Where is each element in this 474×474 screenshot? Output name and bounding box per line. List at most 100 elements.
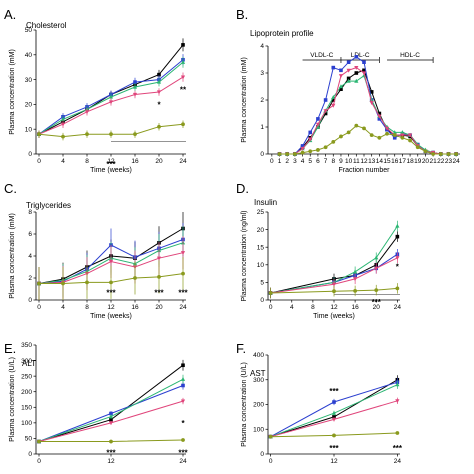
panel-2-series-5-point xyxy=(415,145,420,150)
panel-5-series-3-point xyxy=(108,414,114,419)
panel-4-y-tick-label: 15 xyxy=(257,244,265,251)
panel-2-series-3-point xyxy=(369,97,374,102)
panel-2-series-4-point xyxy=(369,101,374,105)
panel-5-series-1-line xyxy=(38,364,184,442)
panel-2-x-tick-label: 17 xyxy=(399,158,407,165)
panel-2-series-5-point xyxy=(423,149,428,154)
panel-2-x-tick-label: 21 xyxy=(430,158,438,165)
panel-3-x-tick-label: 24 xyxy=(179,304,187,311)
panel-1-series-4-point xyxy=(180,75,186,80)
panel-3-series-5-point xyxy=(181,271,185,276)
panel-2-series-5-point xyxy=(331,139,336,144)
panel-2-series-5-point xyxy=(454,152,459,156)
panel-2-y-tick-label: 4 xyxy=(260,43,264,50)
panel-3-x-tick-label: 12 xyxy=(107,304,115,311)
panel-2-series-4-point xyxy=(338,74,344,78)
panel-1-x-tick-label: 12 xyxy=(107,158,115,165)
panel-3-x-tick-label: 0 xyxy=(37,304,41,311)
panel-2-x-axis-label: Fraction number xyxy=(339,167,391,174)
panel-2-x-tick-label: 9 xyxy=(339,158,343,165)
panel-2-y-tick-label: 3 xyxy=(260,70,264,77)
panel-5-significance-label: *** xyxy=(106,448,116,457)
panel-2-series-5-point xyxy=(354,123,359,128)
panel-2-x-tick-label: 5 xyxy=(308,158,312,165)
panel-3-y-tick-label: 4 xyxy=(28,253,32,260)
panel-4-y-tick-label: 20 xyxy=(257,227,265,234)
panel-4-x-tick-label: 12 xyxy=(330,304,338,311)
panel-5-letter: E. xyxy=(4,341,16,356)
panel-1-series-4-line xyxy=(38,76,184,135)
panel-5-y-axis-label: Plasma concentration (U/L) xyxy=(9,357,16,442)
panel-1-series-5-point xyxy=(157,124,161,129)
panel-2-series-5-point xyxy=(438,152,443,156)
panel-1-series-2-point xyxy=(133,80,137,84)
panel-1-series-4-point xyxy=(108,100,114,105)
panel-2-x-tick-label: 13 xyxy=(368,158,376,165)
panel-6-y-tick-label: 200 xyxy=(253,402,264,409)
panel-4-letter: D. xyxy=(236,181,249,196)
panel-4-x-tick-label: 4 xyxy=(290,304,294,311)
panel-1-title: Cholesterol xyxy=(26,21,67,30)
panel-2-series-4-point xyxy=(346,68,351,73)
panel-2-region-label: LDL-C xyxy=(351,52,370,59)
panel-1-series-5-point xyxy=(85,132,89,137)
panel-2-series-4-point xyxy=(331,103,336,108)
panel-2-series-5-point xyxy=(400,135,405,140)
panel-2-series-4-point xyxy=(384,126,390,131)
panel-4-series-5-point xyxy=(268,291,273,295)
panel-3-series-5-point xyxy=(157,275,161,279)
panel-2-x-tick-label: 10 xyxy=(345,158,353,165)
panel-6-significance-label: *** xyxy=(329,444,339,453)
panel-1-y-axis-label: Plasma concentration (mM) xyxy=(9,49,16,135)
panel-4-y-tick-label: 5 xyxy=(260,280,264,287)
panel-4-x-tick-label: 8 xyxy=(311,304,315,311)
panel-6-series-5-point xyxy=(268,434,273,439)
panel-4-series-5-point xyxy=(332,289,336,294)
panel-2-region-label: HDL-C xyxy=(400,52,420,59)
panel-3-series-4-point xyxy=(156,256,162,261)
panel-1-x-tick-label: 8 xyxy=(85,158,89,165)
panel-2-series-2-point xyxy=(377,117,382,121)
panel-6-title: AST xyxy=(250,369,266,378)
panel-4-x-tick-label: 24 xyxy=(394,304,402,311)
panel-2-series-4-point xyxy=(315,122,321,127)
panel-4-y-tick-label: 10 xyxy=(257,262,265,269)
panel-2-series-2-point xyxy=(346,60,351,64)
panel-1-series-5-point xyxy=(133,132,137,137)
panel-5-y-tick-label: 0 xyxy=(28,451,32,458)
panel-2-x-tick-label: 22 xyxy=(437,158,445,165)
panel-5-series-4-point xyxy=(108,421,114,426)
panel-2-series-2-point xyxy=(316,117,320,121)
panel-4-series-3-point xyxy=(353,269,358,274)
panel-3-significance-label: *** xyxy=(178,288,188,297)
panel-4-series-5-point xyxy=(353,288,358,293)
panel-2-series-5-point xyxy=(285,152,290,156)
panel-1-x-axis-label: Time (weeks) xyxy=(90,167,132,174)
panel-2-series-3-point xyxy=(331,95,336,99)
panel-2-series-2-point xyxy=(323,98,328,102)
panel-2-x-tick-label: 20 xyxy=(422,158,430,165)
panel-1-series-4-point xyxy=(132,92,138,97)
panel-3-series-5-point xyxy=(37,281,41,286)
panel-6-series-1-point xyxy=(332,415,336,419)
panel-2-series-1-point xyxy=(339,87,343,91)
panel-5-x-tick-label: 24 xyxy=(179,458,187,465)
panel-6-significance-label: *** xyxy=(329,387,339,396)
panel-1-x-tick-label: 4 xyxy=(61,158,65,165)
panel-5-y-tick-label: 150 xyxy=(21,404,32,411)
panel-3-letter: C. xyxy=(4,181,17,196)
panel-2-series-4-point xyxy=(400,133,405,138)
panel-4-series-3-point xyxy=(395,223,400,228)
panel-2-series-4-point xyxy=(377,114,382,119)
panel-3-title: Triglycerides xyxy=(26,201,71,210)
panel-1-series-5-point xyxy=(61,134,65,139)
panel-4-significance-label: * xyxy=(396,263,400,272)
panel-2-series-2-line xyxy=(279,56,457,155)
panel-1-significance-label: ** xyxy=(180,86,187,95)
panel-2-series-4-point xyxy=(300,147,305,151)
panel-2-x-tick-label: 16 xyxy=(391,158,399,165)
panel-5-significance-label: * xyxy=(181,419,185,428)
panel-1-series-3-point xyxy=(60,116,66,121)
panel-6-series-4-point xyxy=(395,399,400,404)
